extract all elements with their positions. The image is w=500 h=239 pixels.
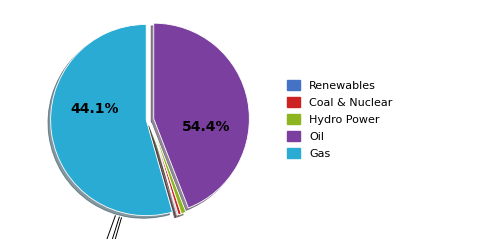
Text: 0.2%: 0.2% — [96, 218, 125, 239]
Wedge shape — [152, 123, 186, 214]
Text: 0.5%: 0.5% — [93, 217, 122, 239]
Legend: Renewables, Coal & Nuclear, Hydro Power, Oil, Gas: Renewables, Coal & Nuclear, Hydro Power,… — [287, 80, 393, 159]
Wedge shape — [154, 23, 250, 208]
Text: 44.1%: 44.1% — [70, 102, 119, 116]
Wedge shape — [50, 24, 172, 216]
Text: 0.8%: 0.8% — [87, 216, 116, 239]
Wedge shape — [151, 123, 182, 215]
Wedge shape — [151, 123, 178, 215]
Text: 54.4%: 54.4% — [182, 120, 230, 134]
